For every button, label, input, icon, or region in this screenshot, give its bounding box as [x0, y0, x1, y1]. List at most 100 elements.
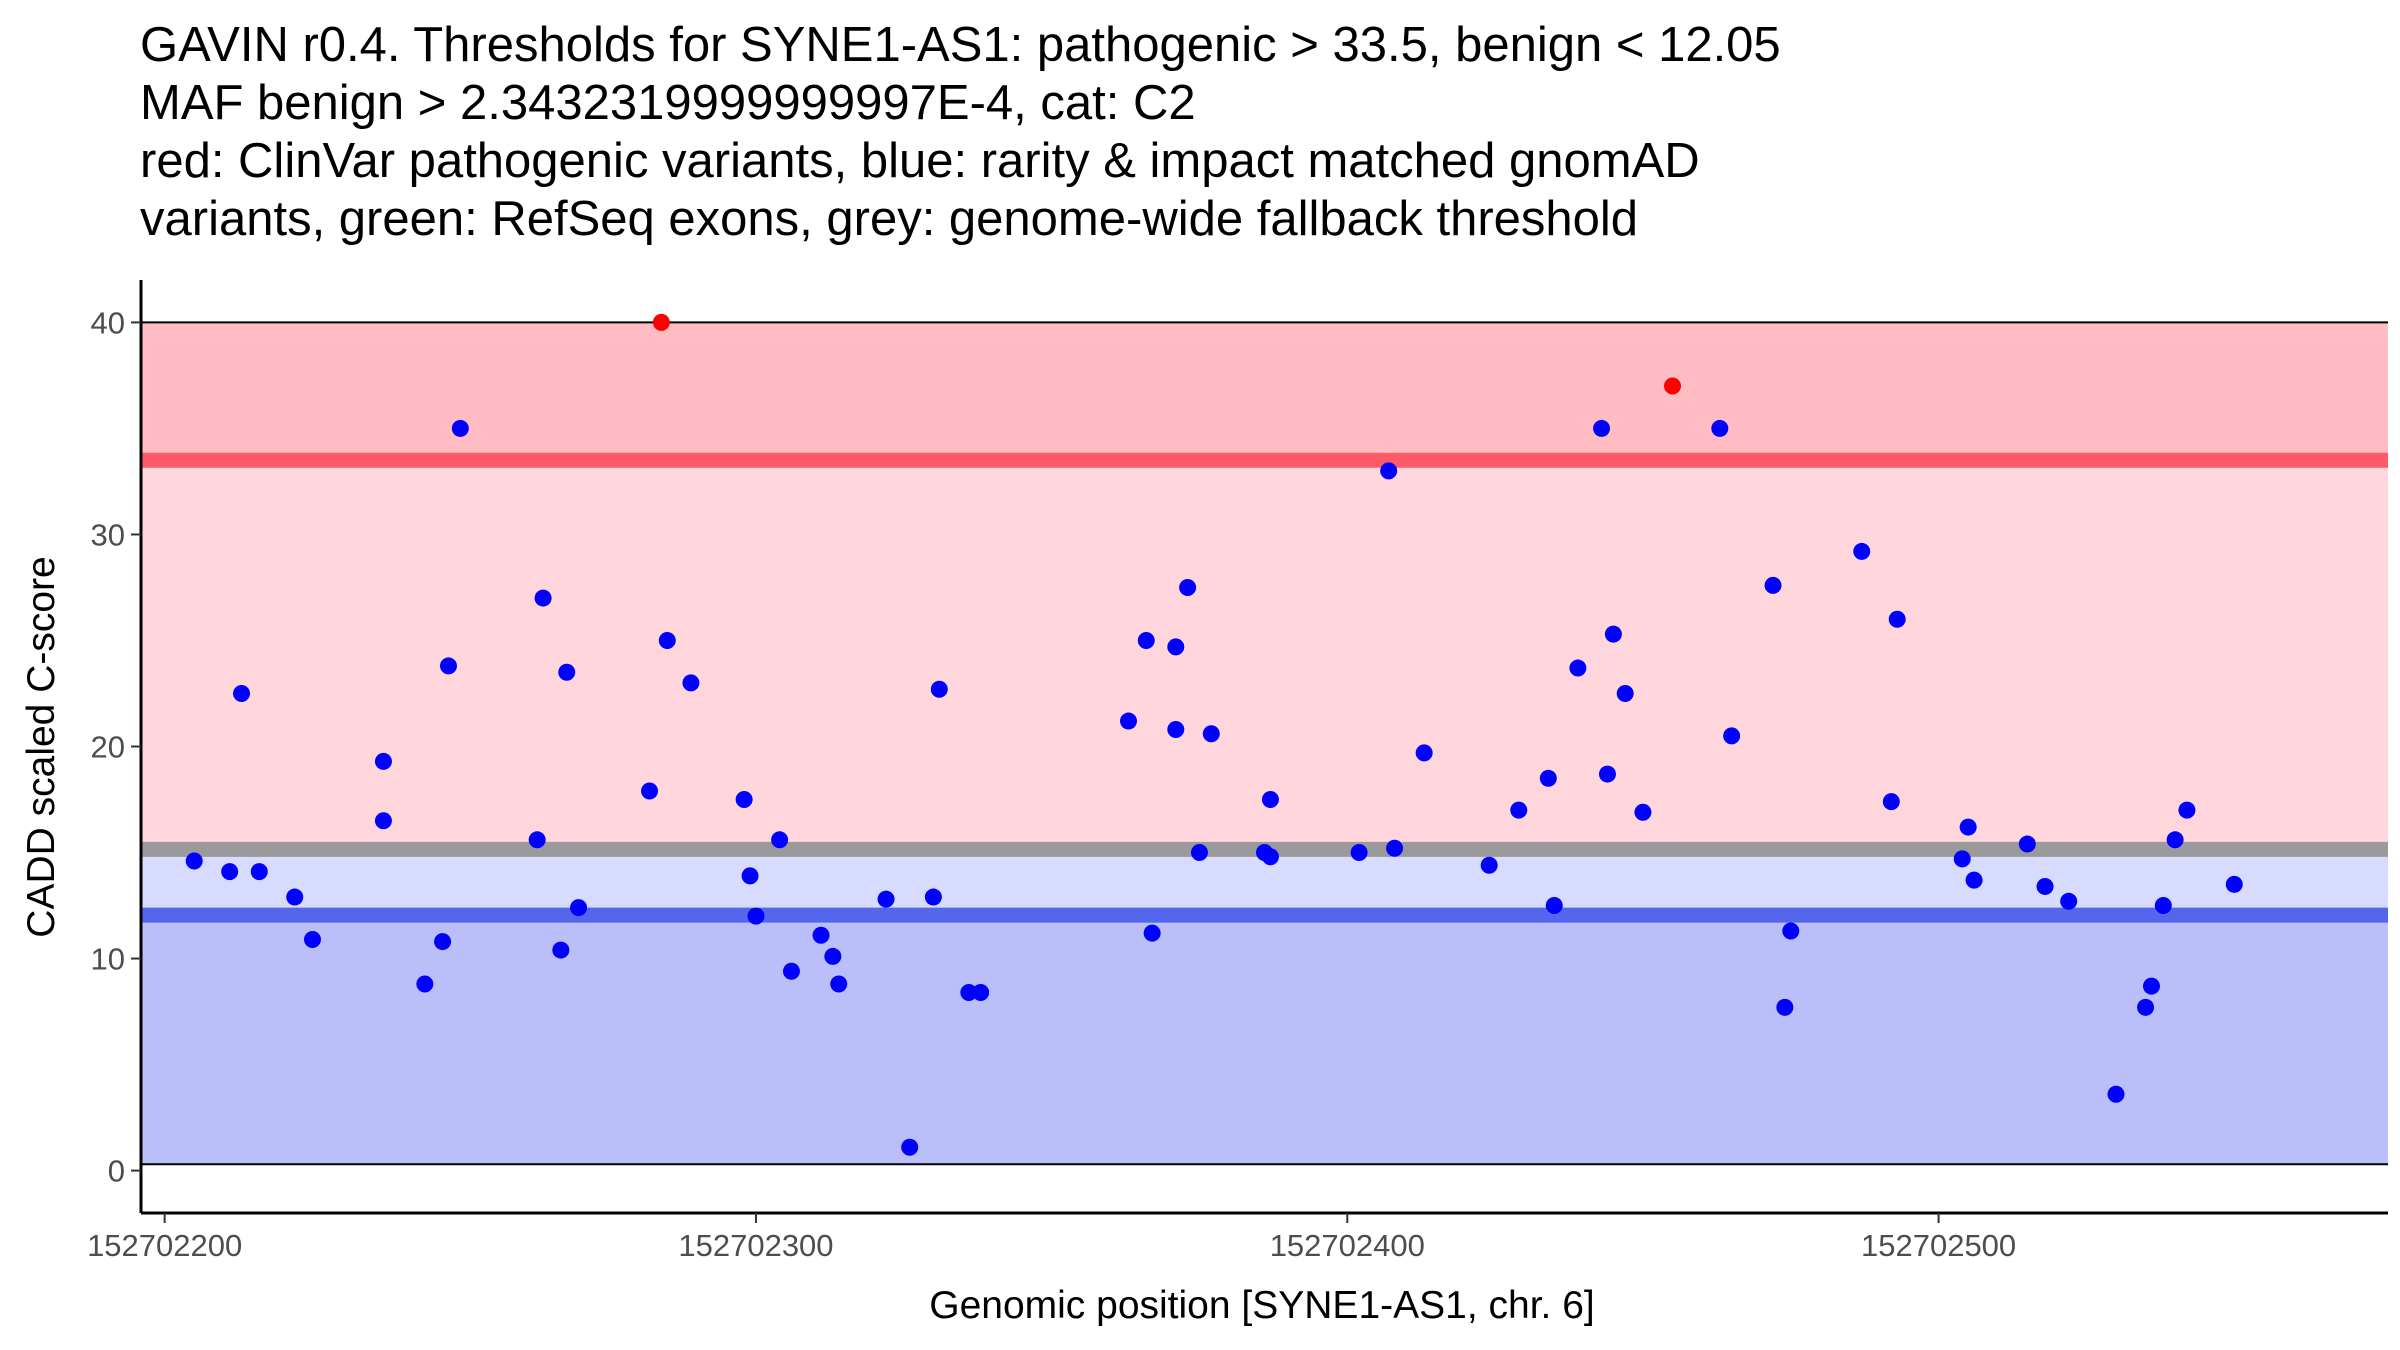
- gnomad-point: [1167, 638, 1185, 656]
- gnomad-point: [682, 674, 700, 692]
- gnomad-point: [1167, 721, 1185, 739]
- gnomad-point: [250, 863, 268, 881]
- gnomad-point: [558, 663, 576, 681]
- gnomad-point: [374, 752, 392, 770]
- data-points: [185, 313, 2243, 1156]
- y-tick-label: 30: [91, 517, 125, 552]
- gnomad-point: [1569, 659, 1587, 677]
- pathogenic-point: [1664, 377, 1682, 395]
- gnomad-point: [1380, 462, 1398, 480]
- gnomad-point: [185, 852, 203, 870]
- gnomad-point: [1350, 844, 1368, 862]
- gnomad-point: [2142, 977, 2160, 995]
- gnomad-point: [1782, 922, 1800, 940]
- gnomad-point: [1261, 848, 1279, 866]
- gnomad-point: [1965, 871, 1983, 889]
- y-tick-label: 20: [91, 730, 125, 765]
- gnomad-point: [1959, 818, 1977, 836]
- gnomad-point: [451, 419, 469, 437]
- gnomad-point: [1415, 744, 1433, 762]
- gnomad-point: [830, 975, 848, 993]
- gnomad-point: [1190, 844, 1208, 862]
- gnomad-point: [2036, 877, 2054, 895]
- gnomad-point: [812, 926, 830, 944]
- axes: 0 10 20 30 40 152702200 152702300 152702400 1527…: [87, 280, 2388, 1263]
- gnomad-point: [552, 941, 570, 959]
- y-tick-label: 10: [91, 942, 125, 977]
- gnomad-point: [1119, 712, 1137, 730]
- gnomad-point: [2137, 998, 2155, 1016]
- gnomad-point: [1882, 793, 1900, 811]
- gnomad-point: [771, 831, 789, 849]
- x-tick-label: 152702500: [1861, 1228, 2016, 1263]
- gnomad-point: [1776, 998, 1794, 1016]
- gnomad-point: [2178, 801, 2196, 819]
- gnomad-point: [1137, 631, 1155, 649]
- x-tick-label: 152702200: [87, 1228, 242, 1263]
- gnomad-point: [1953, 850, 1971, 868]
- gnomad-point: [877, 890, 895, 908]
- gnomad-point: [2018, 835, 2036, 853]
- gnomad-point: [1539, 769, 1557, 787]
- gnomad-point: [570, 899, 588, 917]
- gnomad-point: [741, 867, 759, 885]
- gnomad-point: [2166, 831, 2184, 849]
- x-axis-title: Genomic position [SYNE1-AS1, chr. 6]: [929, 1284, 1594, 1327]
- gnomad-point: [2154, 897, 2172, 915]
- gnomad-point: [1711, 419, 1729, 437]
- gnomad-point: [2107, 1085, 2125, 1103]
- gnomad-point: [2060, 892, 2078, 910]
- gnomad-point: [1616, 684, 1634, 702]
- gnomad-point: [439, 657, 457, 675]
- gnomad-point: [1598, 765, 1616, 783]
- gnomad-point: [641, 782, 659, 800]
- gnomad-point: [1764, 576, 1782, 594]
- gnomad-point: [735, 791, 753, 809]
- pathogenic-point: [652, 313, 670, 331]
- gnomad-point: [1604, 625, 1622, 643]
- gnomad-point: [747, 907, 765, 925]
- x-tick-label: 152702400: [1270, 1228, 1425, 1263]
- gnomad-point: [416, 975, 434, 993]
- gnomad-point: [1202, 725, 1220, 743]
- gnomad-point: [221, 863, 239, 881]
- gnomad-point: [930, 680, 948, 698]
- title-line: variants, green: RefSeq exons, grey: gen…: [140, 192, 1639, 246]
- gnomad-point: [924, 888, 942, 906]
- gnomad-point: [303, 930, 321, 948]
- gnomad-point: [1179, 578, 1197, 596]
- title-line: GAVIN r0.4. Thresholds for SYNE1-AS1: pa…: [140, 18, 1781, 72]
- gnomad-point: [528, 831, 546, 849]
- gnomad-point: [1888, 610, 1906, 628]
- benign-band: [141, 915, 2388, 1165]
- y-axis-title: CADD scaled C-score: [20, 556, 63, 937]
- gnomad-point: [1634, 803, 1652, 821]
- y-tick-label: 0: [108, 1154, 125, 1189]
- y-tick-label: 40: [91, 305, 125, 340]
- gnomad-point: [782, 962, 800, 980]
- gnomad-series: [185, 419, 2243, 1156]
- gnomad-point: [1480, 856, 1498, 874]
- gnomad-point: [1386, 839, 1404, 857]
- gnomad-point: [2225, 875, 2243, 893]
- gnomad-point: [960, 983, 978, 1001]
- gnomad-point: [1261, 791, 1279, 809]
- uncertain-band: [141, 460, 2388, 850]
- gnomad-point: [534, 589, 552, 607]
- gnomad-point: [1143, 924, 1161, 942]
- title-line: red: ClinVar pathogenic variants, blue: …: [140, 134, 1700, 188]
- gnomad-point: [374, 812, 392, 830]
- gnomad-point: [434, 933, 452, 951]
- gnomad-point: [1593, 419, 1611, 437]
- pathogenic-series: [652, 313, 1682, 395]
- x-tick-label: 152702300: [678, 1228, 833, 1263]
- gnomad-point: [1723, 727, 1741, 745]
- chart-title: GAVIN r0.4. Thresholds for SYNE1-AS1: pa…: [140, 16, 1781, 248]
- gnomad-point: [972, 983, 990, 1001]
- gnomad-point: [233, 684, 251, 702]
- gnomad-point: [286, 888, 304, 906]
- pathogenic-band: [141, 322, 2388, 461]
- gnomad-point: [1510, 801, 1528, 819]
- gnomad-point: [1545, 897, 1563, 915]
